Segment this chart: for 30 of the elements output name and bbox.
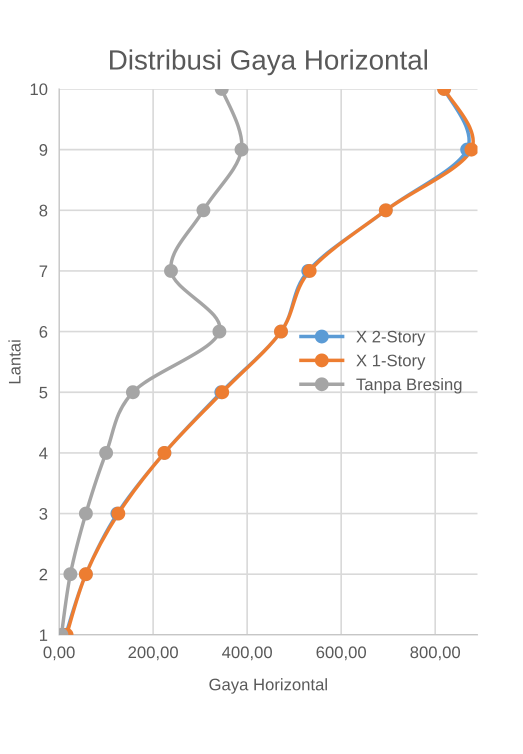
point <box>196 203 210 218</box>
x-tick-label: 600,00 <box>316 646 366 660</box>
point <box>99 446 114 460</box>
legend-label: X 2-Story <box>356 330 426 346</box>
y-tick-label: 10 <box>30 83 48 96</box>
y-tick-label: 2 <box>40 568 48 580</box>
y-axis-title: Lantai <box>8 340 21 384</box>
x-tick-label: 0,00 <box>44 646 75 660</box>
y-tick-label: 6 <box>40 326 48 338</box>
legend-label: Tanpa Bresing <box>356 378 462 394</box>
x-tick-label: 400,00 <box>222 646 272 660</box>
x-tick-label: 200,00 <box>128 646 178 660</box>
legend-label: X 1-Story <box>356 354 426 370</box>
chart-title: Distribusi Gaya Horizontal <box>110 49 427 76</box>
y-tick-label: 5 <box>39 386 48 398</box>
y-tick-label: 8 <box>39 204 48 216</box>
x-tick-label: 800,00 <box>410 646 460 660</box>
y-tick-label: 3 <box>39 508 48 520</box>
point <box>464 142 478 157</box>
point <box>63 567 78 582</box>
y-tick-label: 1 <box>40 629 48 641</box>
x-axis-title: Gaya Horizontal <box>209 678 327 694</box>
point <box>78 506 93 521</box>
y-tick-label: 9 <box>40 144 48 156</box>
point <box>234 142 248 157</box>
point <box>164 264 178 278</box>
y-tick-label: 7 <box>40 266 48 277</box>
point <box>212 324 226 339</box>
y-tick-label: 4 <box>39 447 48 459</box>
point <box>126 385 140 400</box>
